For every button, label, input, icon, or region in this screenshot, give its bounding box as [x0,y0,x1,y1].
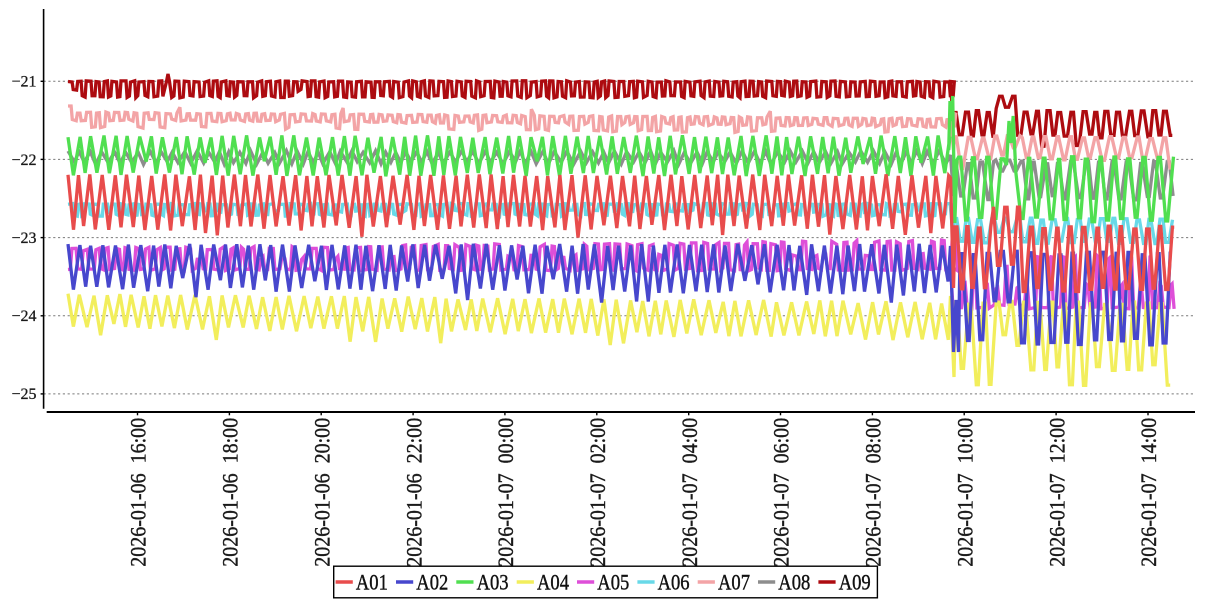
svg-text:2026-01-07 12:00: 2026-01-07 12:00 [1044,418,1069,567]
svg-text:2026-01-06 16:00: 2026-01-06 16:00 [126,418,151,567]
svg-text:2026-01-07 06:00: 2026-01-07 06:00 [769,418,794,567]
svg-text:2026-01-06 20:00: 2026-01-06 20:00 [309,418,334,567]
svg-text:2026-01-06 18:00: 2026-01-06 18:00 [218,418,243,567]
svg-text:A01: A01 [356,569,388,594]
svg-text:2026-01-07 08:00: 2026-01-07 08:00 [861,418,886,567]
svg-text:−24: −24 [11,308,36,325]
svg-text:−25: −25 [11,386,36,403]
svg-text:A08: A08 [778,569,810,594]
svg-text:2026-01-07 00:00: 2026-01-07 00:00 [493,418,518,567]
svg-text:A03: A03 [477,569,509,594]
svg-text:2026-01-07 02:00: 2026-01-07 02:00 [585,418,610,567]
svg-text:A02: A02 [416,569,448,594]
svg-text:2026-01-07 14:00: 2026-01-07 14:00 [1136,418,1161,567]
svg-text:A07: A07 [718,569,750,594]
svg-text:−23: −23 [11,230,36,247]
svg-text:−22: −22 [11,152,36,169]
svg-text:2026-01-07 04:00: 2026-01-07 04:00 [677,418,702,567]
svg-text:A04: A04 [537,569,569,594]
svg-text:2026-01-07 10:00: 2026-01-07 10:00 [952,418,977,567]
svg-text:2026-01-06 22:00: 2026-01-06 22:00 [401,418,426,567]
svg-text:A05: A05 [597,569,629,594]
svg-text:A09: A09 [839,569,871,594]
svg-text:A06: A06 [658,569,690,594]
svg-text:−21: −21 [11,74,36,91]
